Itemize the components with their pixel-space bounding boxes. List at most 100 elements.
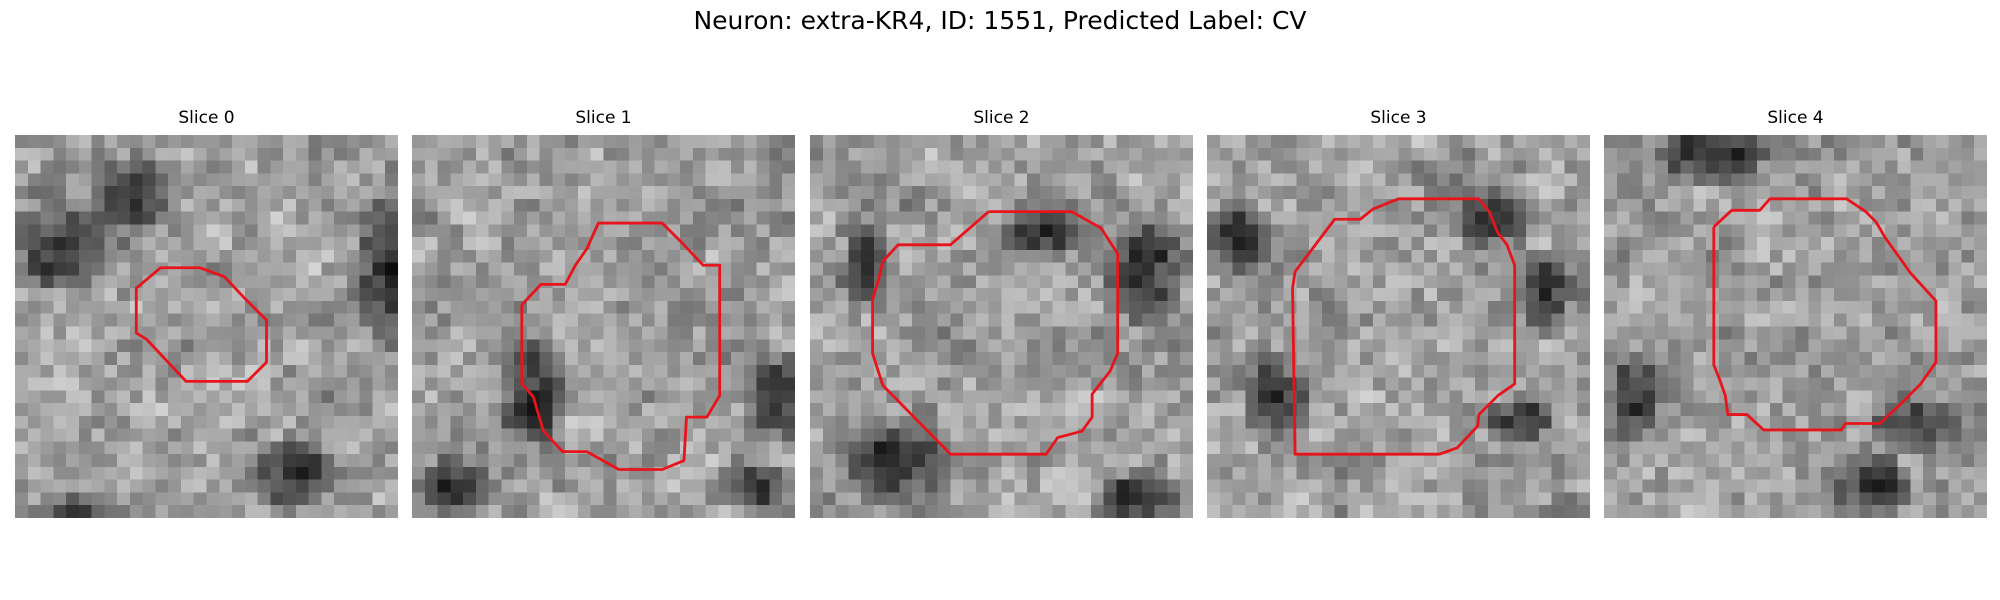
- pixel: [692, 135, 706, 149]
- pixel: [937, 135, 951, 149]
- pixel: [1744, 505, 1758, 518]
- pixel: [822, 211, 836, 225]
- pixel: [1795, 186, 1809, 200]
- pixel: [283, 466, 297, 480]
- pixel: [346, 415, 360, 429]
- pixel: [78, 313, 92, 327]
- pixel: [219, 505, 233, 518]
- pixel: [1910, 198, 1924, 212]
- pixel: [937, 326, 951, 340]
- pixel: [1385, 288, 1399, 302]
- pixel: [1616, 454, 1630, 468]
- pixel: [835, 339, 849, 353]
- pixel: [450, 415, 464, 429]
- pixel: [1769, 339, 1783, 353]
- pixel: [321, 352, 335, 366]
- pixel: [912, 466, 926, 480]
- pixel: [1347, 466, 1361, 480]
- pixel: [1385, 211, 1399, 225]
- pixel: [359, 428, 373, 442]
- pixel: [1372, 403, 1386, 417]
- pixel: [1270, 224, 1284, 238]
- pixel: [129, 428, 143, 442]
- pixel: [590, 326, 604, 340]
- pixel: [1283, 454, 1297, 468]
- pixel: [1923, 186, 1937, 200]
- pixel: [104, 505, 118, 518]
- pixel: [1283, 135, 1297, 149]
- pixel: [359, 147, 373, 161]
- pixel: [257, 415, 271, 429]
- pixel: [372, 390, 386, 404]
- pixel: [1961, 492, 1975, 506]
- pixel: [437, 326, 451, 340]
- roi-contour: [1291, 197, 1517, 456]
- pixel: [155, 403, 169, 417]
- pixel: [1513, 403, 1527, 417]
- pixel: [616, 198, 630, 212]
- pixel: [1129, 479, 1143, 493]
- pixel: [475, 313, 489, 327]
- pixel: [1141, 492, 1155, 506]
- pixel: [1270, 428, 1284, 442]
- pixel: [424, 288, 438, 302]
- pixel: [283, 479, 297, 493]
- pixel: [590, 377, 604, 391]
- pixel: [1616, 186, 1630, 200]
- pixel: [1884, 224, 1898, 238]
- pixel: [1116, 288, 1130, 302]
- pixel: [117, 364, 131, 378]
- pixel: [835, 211, 849, 225]
- pixel: [168, 198, 182, 212]
- pixel: [810, 224, 824, 238]
- pixel: [629, 454, 643, 468]
- pixel: [1141, 339, 1155, 353]
- pixel: [244, 326, 258, 340]
- pixel: [1424, 237, 1438, 251]
- pixel: [975, 326, 989, 340]
- pixel: [835, 466, 849, 480]
- pixel: [1207, 505, 1221, 518]
- pixel: [1065, 198, 1079, 212]
- pixel: [1769, 441, 1783, 455]
- pixel: [1846, 364, 1860, 378]
- pixel: [334, 237, 348, 251]
- pixel: [590, 211, 604, 225]
- pixel: [270, 441, 284, 455]
- pixel: [1129, 198, 1143, 212]
- pixel: [1693, 403, 1707, 417]
- pixel: [873, 454, 887, 468]
- pixel: [577, 147, 591, 161]
- pixel: [705, 339, 719, 353]
- pixel: [1513, 505, 1527, 518]
- pixel: [1948, 505, 1962, 518]
- pixel: [1577, 300, 1590, 314]
- pixel: [1500, 186, 1514, 200]
- pixel: [1321, 147, 1335, 161]
- pixel: [1616, 160, 1630, 174]
- pixel: [835, 505, 849, 518]
- pixel: [924, 326, 938, 340]
- pixel: [283, 441, 297, 455]
- pixel: [641, 186, 655, 200]
- pixel: [1604, 300, 1618, 314]
- pixel: [283, 135, 297, 149]
- pixel: [539, 300, 553, 314]
- pixel: [577, 211, 591, 225]
- pixel: [1884, 479, 1898, 493]
- pixel: [692, 313, 706, 327]
- pixel: [1411, 135, 1425, 149]
- pixel: [552, 466, 566, 480]
- pixel: [334, 403, 348, 417]
- pixel: [27, 211, 41, 225]
- pixel: [193, 135, 207, 149]
- pixel: [848, 364, 862, 378]
- pixel: [129, 224, 143, 238]
- pixel: [1372, 415, 1386, 429]
- pixel: [1245, 275, 1259, 289]
- pixel: [1154, 479, 1168, 493]
- pixel: [1180, 313, 1193, 327]
- pixel: [539, 135, 553, 149]
- pixel: [924, 313, 938, 327]
- pixel: [1821, 352, 1835, 366]
